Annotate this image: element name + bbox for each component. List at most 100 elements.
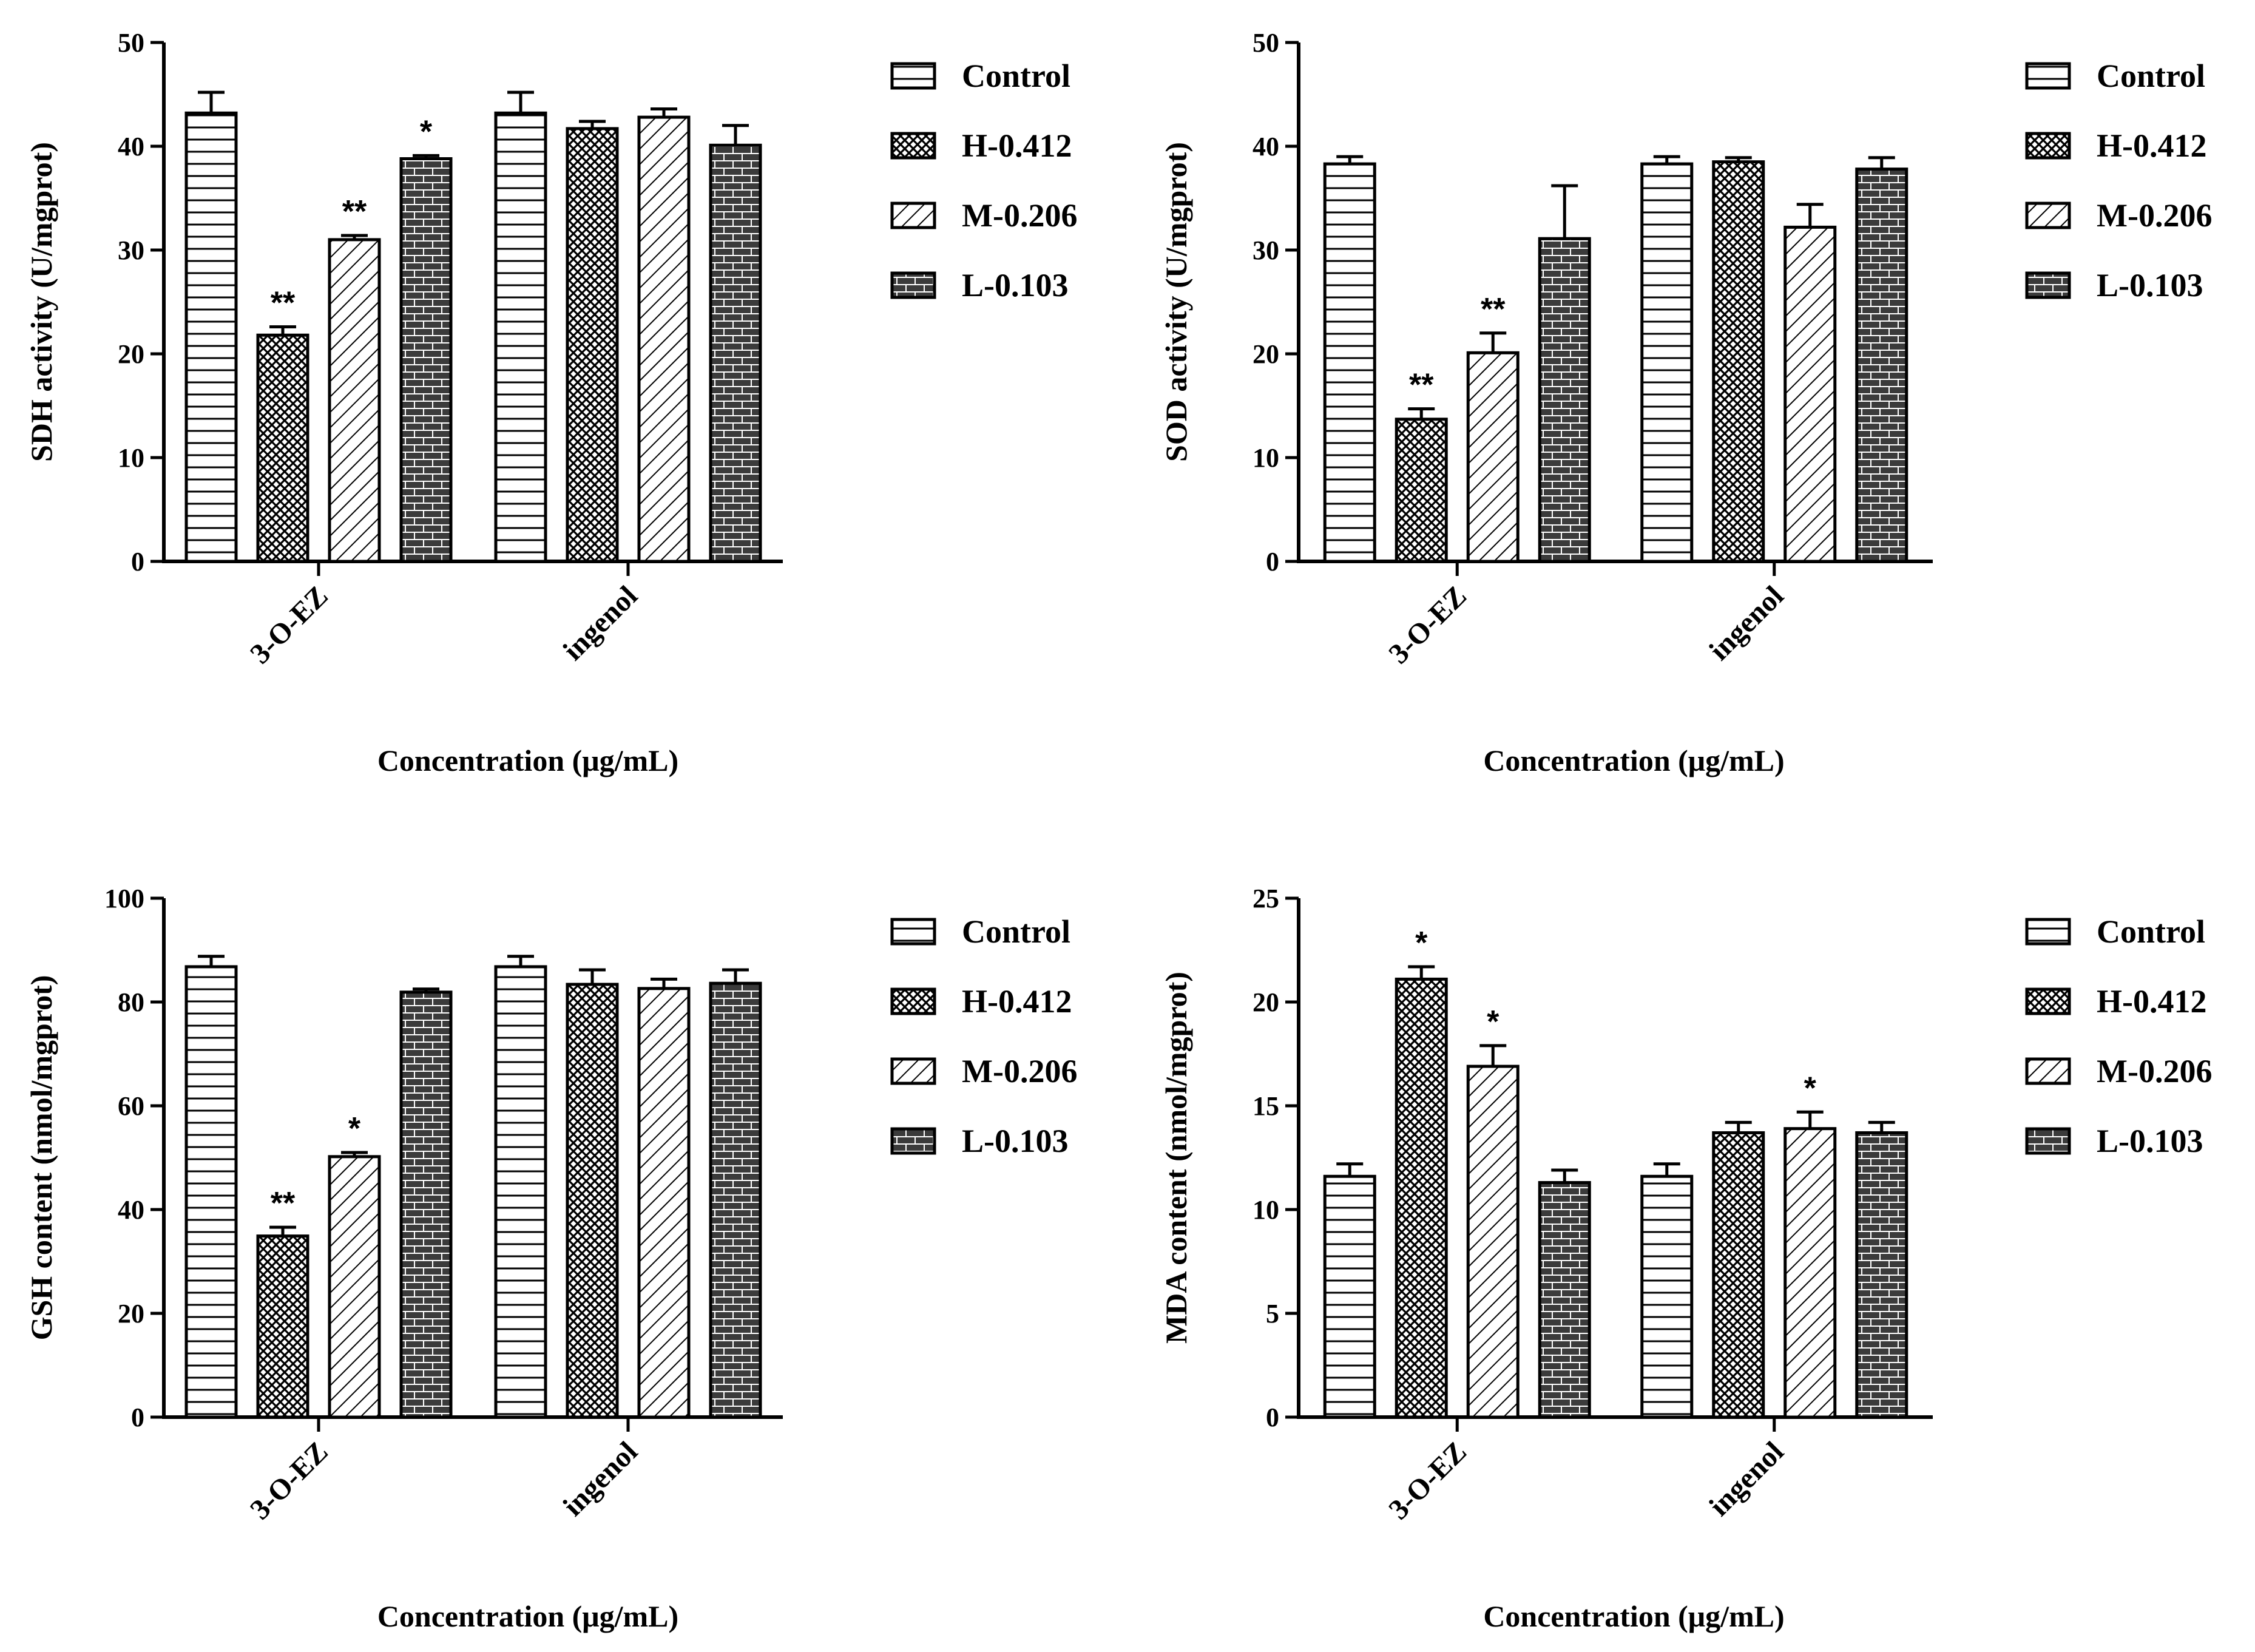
bar-m-0-206-ingenol [1783, 1127, 1837, 1419]
legend-label: Control [962, 913, 1070, 950]
legend-label: H-0.412 [2097, 127, 2207, 164]
legend-label: M-0.206 [962, 1053, 1077, 1089]
significance-marker: ** [342, 194, 367, 229]
y-axis-title: SDH activity (U/mgprot) [24, 142, 58, 462]
y-tick-label: 15 [1253, 1091, 1279, 1121]
x-category-label: ingenol [557, 580, 644, 666]
chart-panel-2: 0 10 20 30 40 50 SOD activity (U/mgprot) ** ** 3-… [1159, 28, 2212, 777]
legend: Control H-0.412 M-0.206 L-0.103 [2025, 58, 2212, 303]
legend-label: L-0.103 [2097, 1123, 2203, 1159]
significance-marker: ** [271, 1186, 296, 1221]
bar-m-0-206-3-o-ez [1466, 1065, 1520, 1419]
y-tick-label: 40 [118, 132, 144, 161]
bar-h-0-412-ingenol [566, 983, 619, 1419]
legend-swatch [2025, 201, 2071, 229]
bar-h-0-412-3-o-ez [256, 333, 309, 563]
y-tick-label: 40 [118, 1195, 144, 1225]
y-tick-label: 40 [1253, 132, 1279, 161]
bar-control-3-o-ez [184, 111, 238, 563]
bar-control-3-o-ez [184, 965, 238, 1419]
y-tick-label: 20 [1253, 339, 1279, 369]
x-category-label: ingenol [557, 1435, 644, 1522]
significance-marker: * [348, 1111, 361, 1146]
significance-marker: * [1415, 926, 1428, 961]
bar-m-0-206-3-o-ez [328, 1155, 381, 1419]
legend-label: Control [2097, 58, 2205, 94]
legend-swatch [2025, 271, 2071, 299]
y-tick-label: 0 [131, 547, 144, 577]
bar-control-ingenol [494, 111, 547, 563]
significance-marker: * [420, 114, 433, 149]
bar-control-3-o-ez [1323, 162, 1376, 563]
bar-control-ingenol [1640, 162, 1694, 563]
legend-swatch [890, 132, 936, 160]
significance-marker: ** [1409, 368, 1434, 403]
bar-l-0-103-3-o-ez [399, 990, 453, 1419]
legend-swatch [2025, 1057, 2071, 1085]
legend-label: H-0.412 [962, 127, 1072, 164]
significance-marker: ** [1481, 292, 1506, 327]
legend-label: M-0.206 [962, 197, 1077, 234]
y-tick-label: 20 [118, 1299, 144, 1329]
bar-h-0-412-ingenol [1712, 1131, 1765, 1419]
chart-panel-4: 0 5 10 15 20 25 MDA content (nmol/mgprot) * * 3-O… [1159, 884, 2212, 1633]
y-tick-label: 20 [118, 339, 144, 369]
y-tick-label: 60 [118, 1091, 144, 1121]
x-category-label: ingenol [1703, 1435, 1790, 1522]
legend-swatch [2025, 987, 2071, 1015]
y-tick-label: 10 [1253, 443, 1279, 473]
y-tick-label: 50 [118, 28, 144, 58]
legend-swatch [890, 271, 936, 299]
y-tick-label: 0 [1266, 547, 1279, 577]
bar-m-0-206-ingenol [1783, 225, 1837, 563]
legend-swatch [890, 987, 936, 1015]
legend-label: M-0.206 [2097, 1053, 2212, 1089]
bar-l-0-103-ingenol [709, 981, 762, 1419]
x-axis-title: Concentration (μg/mL) [1483, 743, 1784, 777]
bar-h-0-412-ingenol [1712, 160, 1765, 563]
legend-swatch [2025, 132, 2071, 160]
legend-swatch [890, 1127, 936, 1155]
legend-label: H-0.412 [2097, 983, 2207, 1020]
bar-l-0-103-3-o-ez [1538, 237, 1591, 563]
bar-h-0-412-3-o-ez [1395, 418, 1448, 563]
y-tick-label: 10 [1253, 1195, 1279, 1225]
x-category-label: 3-O-EZ [1382, 1435, 1473, 1526]
bar-h-0-412-3-o-ez [256, 1234, 309, 1419]
y-tick-label: 10 [118, 443, 144, 473]
bar-control-3-o-ez [1323, 1174, 1376, 1419]
legend: Control H-0.412 M-0.206 L-0.103 [890, 913, 1077, 1159]
bar-h-0-412-ingenol [566, 127, 619, 563]
bar-m-0-206-3-o-ez [328, 238, 381, 563]
legend-label: L-0.103 [962, 1123, 1069, 1159]
bar-l-0-103-ingenol [709, 143, 762, 563]
x-category-label: 3-O-EZ [1382, 580, 1473, 670]
legend-label: Control [2097, 913, 2205, 950]
y-tick-label: 0 [131, 1403, 144, 1432]
bar-control-ingenol [494, 965, 547, 1419]
legend-label: L-0.103 [962, 267, 1069, 303]
legend-swatch [890, 1057, 936, 1085]
significance-marker: * [1804, 1071, 1817, 1106]
bar-h-0-412-3-o-ez [1395, 977, 1448, 1419]
bar-m-0-206-ingenol [637, 987, 691, 1419]
y-tick-label: 50 [1253, 28, 1279, 58]
y-tick-label: 80 [118, 987, 144, 1017]
y-axis-title: MDA content (nmol/mgprot) [1159, 972, 1193, 1344]
x-axis-title: Concentration (μg/mL) [377, 1599, 678, 1633]
y-tick-label: 100 [104, 884, 144, 913]
x-category-label: ingenol [1703, 580, 1790, 666]
significance-marker: * [1487, 1004, 1499, 1040]
legend: Control H-0.412 M-0.206 L-0.103 [890, 58, 1077, 303]
bar-l-0-103-ingenol [1855, 168, 1908, 563]
x-axis-title: Concentration (μg/mL) [377, 743, 678, 777]
x-axis-title: Concentration (μg/mL) [1483, 1599, 1784, 1633]
bar-m-0-206-ingenol [637, 115, 691, 563]
legend-label: Control [962, 58, 1070, 94]
y-tick-label: 25 [1253, 884, 1279, 913]
y-tick-label: 20 [1253, 987, 1279, 1017]
bar-l-0-103-3-o-ez [399, 157, 453, 563]
